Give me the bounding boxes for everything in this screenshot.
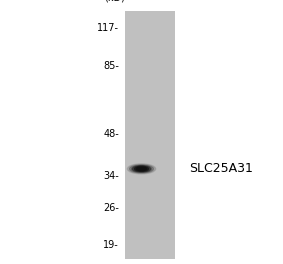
Text: 48-: 48- — [103, 129, 119, 139]
Ellipse shape — [138, 168, 145, 170]
Ellipse shape — [132, 166, 151, 172]
Text: 26-: 26- — [103, 203, 119, 213]
Text: (kD): (kD) — [104, 0, 125, 3]
Ellipse shape — [134, 166, 149, 171]
Text: 85-: 85- — [103, 61, 119, 71]
Ellipse shape — [136, 167, 147, 171]
Text: 34-: 34- — [103, 171, 119, 181]
Text: SLC25A31: SLC25A31 — [190, 162, 254, 175]
Ellipse shape — [127, 164, 156, 174]
Ellipse shape — [129, 165, 153, 173]
Bar — [125, 11, 175, 259]
Text: 19-: 19- — [103, 241, 119, 250]
Text: 117-: 117- — [97, 23, 119, 33]
